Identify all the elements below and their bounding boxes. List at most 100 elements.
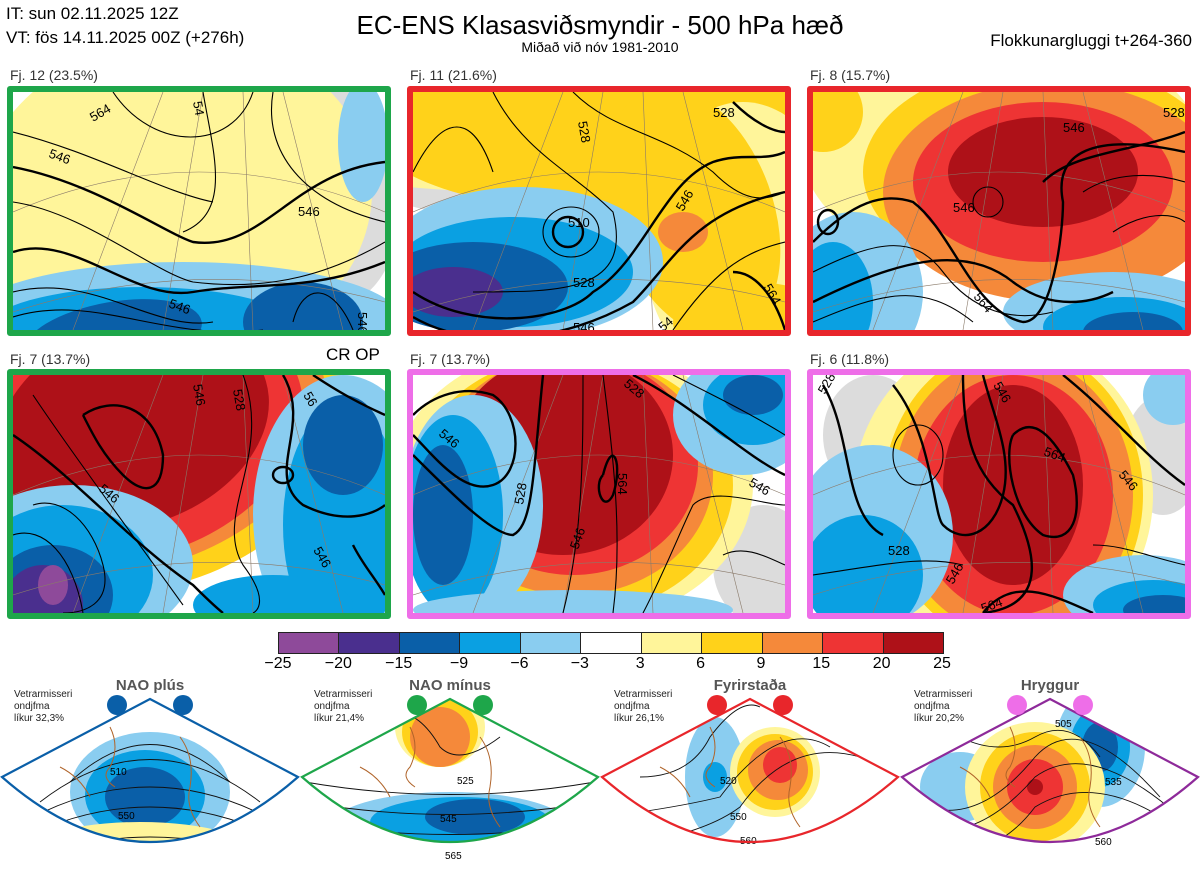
contour-label: 525 [457,776,474,787]
valid-time: VT: fös 14.11.2025 00Z (+276h) [6,28,245,47]
coastline [659,726,801,828]
graticule-line [472,375,564,613]
contour-label: 528 [230,388,249,412]
height-contour [13,434,224,613]
regime-dot-icon [173,695,193,715]
regime-dot-icon [773,695,793,715]
legend-swatch [460,633,521,653]
legend-tick-label: 6 [696,655,705,672]
height-contour [39,759,261,803]
contour-label: 564 [615,473,630,495]
graticule-line [1042,92,1054,330]
graticule-line [813,171,1185,213]
anomaly-shade [1020,851,1060,867]
anomaly-shade [303,395,383,495]
height-contour [14,786,286,828]
height-contour [32,394,184,606]
height-contour [13,532,84,613]
contour-label: 550 [118,811,135,822]
regime-fan-map: 510 550 [0,695,300,844]
anomaly-shade [20,822,260,842]
regime-info-line: ondjfma [614,701,650,712]
legend-tick-label: −6 [510,655,529,672]
height-contour [413,150,785,320]
anomaly-color-legend [278,632,944,654]
graticule-line [813,278,1185,313]
cluster-map-panel[interactable]: 546 528 564 528 546 546 [407,369,791,619]
anomaly-shade [813,515,923,613]
graticule-line [962,92,1004,330]
height-contour [813,245,1054,317]
height-contour [32,502,106,613]
anomaly-shade [338,92,385,202]
contour-label: 545 [440,814,457,825]
contour-label: 528 [511,482,530,506]
height-contour [604,738,831,818]
height-contour [1082,174,1185,193]
height-contour [1042,130,1185,183]
regime-nao-minus: NAO mínus Vetrarmisseri ondjfma líkur 21… [300,677,600,871]
contour-label: 546 [167,296,193,318]
regime-fan-map: 505 535 560 [900,695,1200,867]
legend-swatch [581,633,642,653]
regime-info-line: ondjfma [914,701,950,712]
height-contour [821,384,884,537]
graticule-line [872,375,964,613]
contour-label: 510 [568,215,590,230]
initial-time: IT: sun 02.11.2025 12Z [6,4,179,23]
height-contour [919,792,1191,842]
graticule-line [13,278,385,313]
graticule-line [962,375,1004,613]
contour-label: 564 [1042,444,1068,466]
height-contour [597,454,619,503]
height-contour [642,495,785,613]
regime-info-line: Vetrarmisseri [314,689,373,700]
height-contour [982,590,1094,613]
regime-nao-plus: NAO plús Vetrarmisseri ondjfma líkur 32,… [0,677,300,871]
height-contour [304,781,596,795]
contour-label: 565 [445,851,462,862]
page-subtitle: Miðað við nóv 1981-2010 [521,39,679,55]
cluster-map-panel[interactable]: 564 546 546 546 546 54 [7,86,391,336]
cluster-map-panel[interactable]: 528 528 510 546 528 546 564 54 [407,86,791,336]
contour-label: 520 [720,776,737,787]
height-contour [672,375,785,436]
cluster-map-panel[interactable]: 546 546 56 528 546 [7,369,391,619]
legend-swatch [520,633,582,653]
cluster-map-panel[interactable]: 546 528 546 564 [807,86,1191,336]
regime-info-line: Vetrarmisseri [614,689,673,700]
regime-border [900,697,1200,844]
graticule-line [813,561,1185,596]
coastline [959,726,1101,828]
graticule-line [562,375,604,613]
contour-label: 54 [190,100,207,117]
regime-info: Vetrarmisseri ondjfma líkur 32,3% [14,689,72,725]
regime-title: Hryggur [1020,677,1080,694]
coastline [59,726,201,828]
anomaly-shade [38,565,68,605]
regime-info-line: líkur 26,1% [614,713,665,724]
height-contour [732,101,785,134]
legend-tick-label: 20 [872,655,891,672]
anomaly-shade [413,445,473,585]
graticule-line [242,92,254,330]
contour-label: 535 [1105,777,1122,788]
legend-swatch [702,633,763,653]
anomaly-shade [1083,312,1183,330]
legend-tick-label: 25 [933,655,951,672]
graticule-line [642,92,654,330]
anomaly-shade [13,375,269,531]
graticule-line [1042,375,1054,613]
anomaly-shade [703,762,727,792]
regime-title: Fyrirstaða [713,677,787,694]
height-contour [972,186,1004,218]
cluster-map-panel[interactable]: 528 546 564 546 528 546 564 [807,369,1191,619]
regime-fan-map: 525 545 565 [300,695,600,862]
height-contour [562,375,584,613]
anomaly-shade [243,282,363,330]
legend-swatch [823,633,884,653]
contour-label: 560 [1095,837,1112,848]
